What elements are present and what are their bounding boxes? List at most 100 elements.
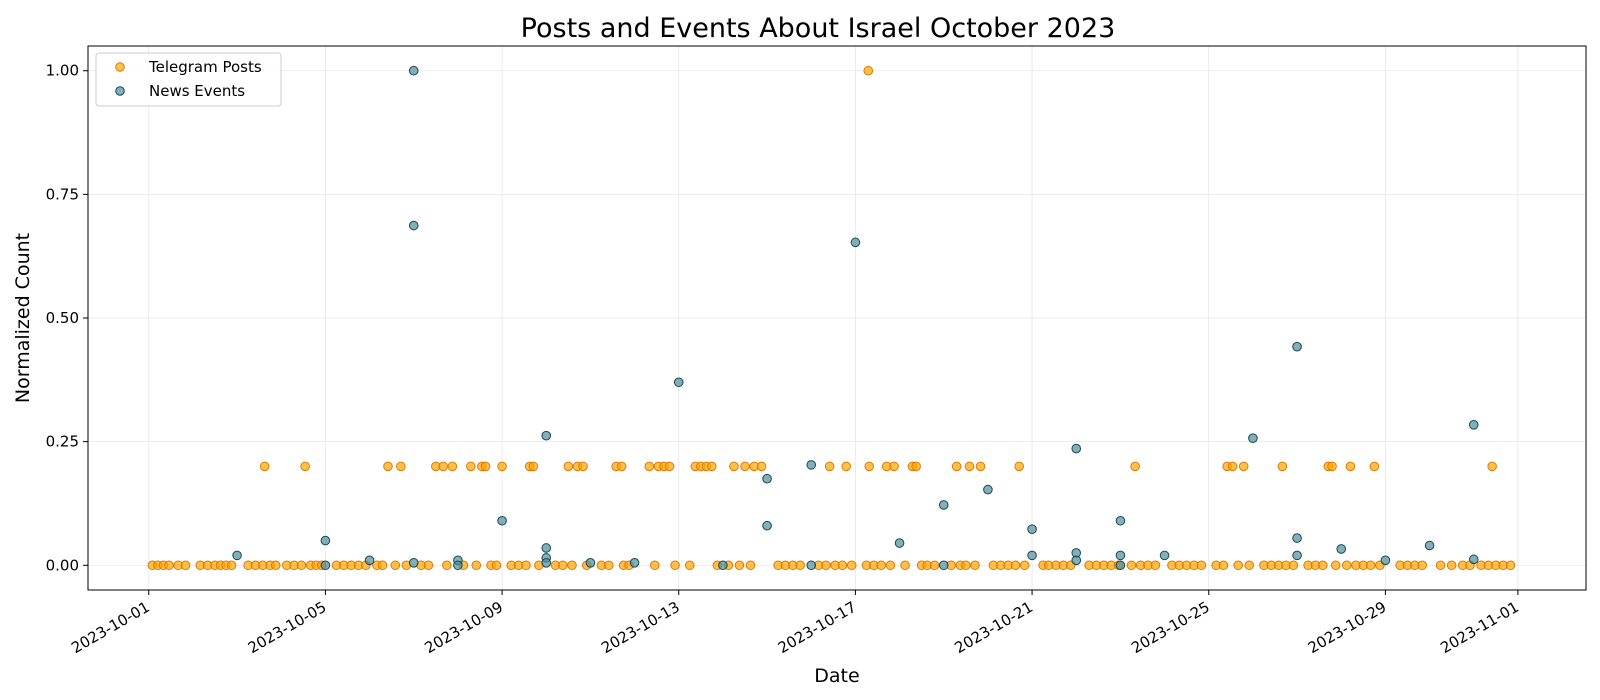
news-event-point <box>408 65 419 76</box>
legend-label: Telegram Posts <box>148 58 262 76</box>
news-event-point <box>1336 544 1347 554</box>
telegram-post-point <box>438 461 448 472</box>
chart-title: Posts and Events About Israel October 20… <box>521 13 1116 44</box>
telegram-post-point <box>1238 461 1249 472</box>
telegram-post-point <box>465 461 476 472</box>
telegram-post-point <box>1330 560 1341 571</box>
telegram-post-point <box>970 560 980 571</box>
telegram-post-point <box>528 461 539 472</box>
x-axis-label: Date <box>814 665 859 687</box>
x-tick-label: 2023-10-17 <box>775 598 860 657</box>
y-tick-label: 0.75 <box>46 185 79 203</box>
telegram-post-point <box>1244 560 1255 571</box>
telegram-post-point <box>951 461 962 472</box>
telegram-post-point <box>497 461 507 472</box>
telegram-post-point <box>567 560 577 571</box>
y-tick-label: 1.00 <box>46 62 79 80</box>
telegram-post-point <box>1505 560 1516 571</box>
telegram-post-point <box>1014 461 1024 472</box>
telegram-post-point <box>885 560 896 571</box>
telegram-post-point <box>471 560 482 571</box>
telegram-post-point <box>837 560 848 571</box>
telegram-post-point <box>396 461 406 472</box>
telegram-post-point <box>259 461 270 472</box>
news-event-point <box>673 377 684 388</box>
telegram-post-point <box>1345 461 1356 472</box>
telegram-post-point <box>734 560 745 571</box>
telegram-post-point <box>521 560 531 571</box>
telegram-post-point <box>1277 461 1288 472</box>
telegram-post-point <box>423 560 434 571</box>
telegram-post-point <box>864 461 875 472</box>
legend: Telegram Posts News Events <box>95 52 282 107</box>
telegram-post-point <box>1196 560 1207 571</box>
x-tick-label: 2023-10-25 <box>1128 598 1213 657</box>
x-axis-ticks: 2023-10-01 2023-10-05 2023-10-09 2023-10-13… <box>68 590 1522 657</box>
news-event-point <box>629 558 640 568</box>
news-event-point <box>1468 554 1479 565</box>
telegram-post-point <box>876 560 886 571</box>
news-event-point <box>1468 420 1479 430</box>
news-event-point <box>938 500 949 510</box>
news-event-point <box>408 558 419 568</box>
news-event-point <box>1159 550 1170 561</box>
news-event-point <box>1027 550 1037 561</box>
telegram-post-point <box>650 560 660 571</box>
news-event-point <box>806 560 817 571</box>
news-event-point <box>1071 443 1082 454</box>
telegram-post-point <box>863 65 874 76</box>
telegram-post-point <box>740 461 750 472</box>
news-event-point <box>453 560 463 571</box>
legend-marker <box>115 62 125 72</box>
news-event-point <box>320 535 331 546</box>
telegram-post-point <box>889 461 899 472</box>
telegram-post-point <box>1126 560 1137 571</box>
news-event-point <box>1292 533 1302 543</box>
telegram-post-point <box>1487 461 1497 472</box>
telegram-post-point <box>964 461 975 472</box>
news-event-point <box>1071 555 1082 566</box>
data-points <box>147 65 1516 571</box>
telegram-post-point <box>442 560 452 571</box>
news-event-point <box>408 220 419 231</box>
telegram-post-point <box>1010 560 1021 571</box>
news-event-point <box>983 484 993 495</box>
telegram-post-point <box>300 461 310 472</box>
news-event-point <box>541 558 552 568</box>
telegram-post-point <box>821 560 831 571</box>
telegram-post-point <box>1341 560 1352 571</box>
telegram-post-point <box>180 560 191 571</box>
news-event-point <box>850 237 861 248</box>
y-axis-ticks: 0.00 0.25 0.50 0.75 1.00 <box>46 62 88 574</box>
telegram-post-point <box>975 461 986 472</box>
legend-box <box>95 52 282 107</box>
telegram-post-point <box>707 461 717 472</box>
telegram-post-point <box>1150 560 1161 571</box>
telegram-post-point <box>226 560 237 571</box>
telegram-post-point <box>1327 461 1337 472</box>
x-tick-label: 2023-10-09 <box>422 598 507 657</box>
telegram-post-point <box>557 560 568 571</box>
telegram-post-point <box>824 461 835 472</box>
news-event-point <box>585 558 596 568</box>
telegram-post-point <box>1130 461 1140 472</box>
telegram-post-point <box>383 461 393 472</box>
legend-marker <box>115 86 125 96</box>
y-tick-label: 0.00 <box>46 556 79 574</box>
y-tick-label: 0.25 <box>46 433 79 451</box>
telegram-post-point <box>1446 560 1457 571</box>
telegram-post-point <box>390 560 401 571</box>
telegram-post-point <box>961 560 971 571</box>
telegram-post-point <box>270 560 281 571</box>
telegram-post-point <box>1288 560 1299 571</box>
legend-label: News Events <box>149 82 245 100</box>
telegram-post-point <box>1318 560 1328 571</box>
x-tick-label: 2023-10-21 <box>952 598 1037 657</box>
news-event-point <box>1115 550 1126 561</box>
x-tick-label: 2023-10-29 <box>1305 598 1390 657</box>
telegram-post-point <box>296 560 307 571</box>
telegram-post-point <box>604 560 614 571</box>
grid-lines <box>88 46 1586 590</box>
telegram-post-point <box>729 461 739 472</box>
